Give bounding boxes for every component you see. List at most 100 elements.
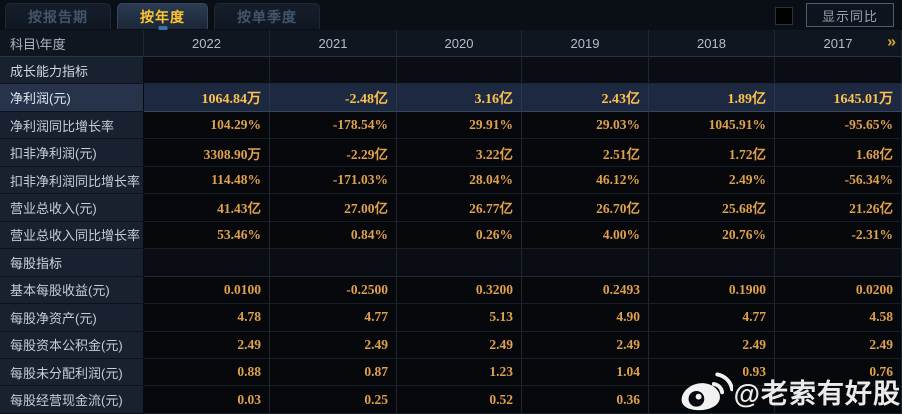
row-label: 营业总收入同比增长率 <box>0 221 144 250</box>
value-cell: 2.49 <box>144 331 270 359</box>
value-cell: 104.29% <box>144 111 270 140</box>
value-cell: 4.90 <box>522 304 649 332</box>
value-cell: 0.87 <box>270 358 397 387</box>
column-header-year-2020[interactable]: 2020 <box>397 30 522 57</box>
section-row-empty-cell <box>522 249 649 277</box>
tab-report-period[interactable]: 按报告期 <box>5 3 111 29</box>
value-cell: 2.49 <box>270 331 397 359</box>
section-row-empty-cell <box>649 57 775 85</box>
value-cell: 41.43亿 <box>144 194 270 222</box>
year-label: 2021 <box>318 35 348 51</box>
column-header-year-2017[interactable]: 2017 » <box>775 30 902 57</box>
value-cell: 3308.90万 <box>144 139 270 167</box>
row-label: 每股经营现金流(元) <box>0 386 144 414</box>
year-label: 2020 <box>444 35 474 51</box>
show-yoy-checkbox[interactable] <box>774 7 793 25</box>
value-cell: 4.77 <box>649 304 775 332</box>
value-cell: 2.49 <box>397 331 522 359</box>
value-cell: -178.54% <box>270 111 397 140</box>
column-header-year-2019[interactable]: 2019 <box>522 30 649 57</box>
section-row-empty-cell <box>270 249 397 277</box>
column-header-year-2021[interactable]: 2021 <box>270 30 397 57</box>
row-label: 基本每股收益(元) <box>0 276 144 305</box>
value-cell: 3.22亿 <box>397 139 522 167</box>
value-cell: 0.52 <box>397 386 522 414</box>
section-row-empty-cell <box>270 57 397 85</box>
section-row-empty-cell <box>397 57 522 85</box>
value-cell: 0.1900 <box>649 276 775 305</box>
value-cell: 28.04% <box>397 166 522 195</box>
section-row-label: 每股指标 <box>0 249 144 277</box>
section-row-empty-cell <box>397 249 522 277</box>
tab-single-quarter[interactable]: 按单季度 <box>214 3 320 29</box>
value-cell: 1.04 <box>522 358 649 387</box>
row-label: 每股资本公积金(元) <box>0 331 144 359</box>
row-label: 净利润同比增长率 <box>0 111 144 140</box>
value-cell: 0.26% <box>397 221 522 250</box>
value-cell: -95.65% <box>775 111 902 140</box>
value-cell: 0.2493 <box>522 276 649 305</box>
value-cell: 21.26亿 <box>775 194 902 222</box>
period-tab-bar: 按报告期 按年度 按单季度 显示同比 <box>0 0 902 30</box>
value-cell: 0.03 <box>144 386 270 414</box>
section-row-empty-cell <box>144 249 270 277</box>
column-header-year-2018[interactable]: 2018 <box>649 30 775 57</box>
value-cell: 2.49 <box>649 331 775 359</box>
value-cell: 3.16亿 <box>397 84 522 112</box>
year-label: 2022 <box>192 35 221 51</box>
value-cell: 0.93 <box>649 358 775 387</box>
value-cell: 5.13 <box>397 304 522 332</box>
column-header-year-2022[interactable]: 2022 <box>144 30 270 57</box>
section-row-empty-cell <box>522 57 649 85</box>
value-cell: 26.77亿 <box>397 194 522 222</box>
value-cell: 27.00亿 <box>270 194 397 222</box>
show-yoy-button[interactable]: 显示同比 <box>805 3 894 27</box>
value-cell: 53.46% <box>144 221 270 250</box>
value-cell: -2.29亿 <box>270 139 397 167</box>
value-cell: 2.49 <box>775 331 902 359</box>
value-cell: 4.58 <box>775 304 902 332</box>
section-row-empty-cell <box>775 57 902 85</box>
value-cell: -2.48亿 <box>270 84 397 112</box>
row-label: 每股未分配利润(元) <box>0 358 144 387</box>
value-cell: 0.76 <box>775 358 902 387</box>
row-label: 每股净资产(元) <box>0 304 144 332</box>
value-cell: -0.2500 <box>270 276 397 305</box>
value-cell: 1.68亿 <box>775 139 902 167</box>
value-cell: 1045.91% <box>649 111 775 140</box>
row-label: 扣非净利润同比增长率 <box>0 166 144 195</box>
section-row-empty-cell <box>775 249 902 277</box>
value-cell: 0.84% <box>270 221 397 250</box>
section-row-empty-cell <box>649 249 775 277</box>
value-cell: -56.34% <box>775 166 902 195</box>
row-label: 营业总收入(元) <box>0 194 144 222</box>
value-cell: -171.03% <box>270 166 397 195</box>
value-cell: 0.3200 <box>397 276 522 305</box>
value-cell <box>775 386 902 414</box>
value-cell: 29.03% <box>522 111 649 140</box>
value-cell: 46.12% <box>522 166 649 195</box>
value-cell: 2.49% <box>649 166 775 195</box>
value-cell: 20.76% <box>649 221 775 250</box>
section-row-empty-cell <box>144 57 270 85</box>
value-cell: 2.51亿 <box>522 139 649 167</box>
value-cell: 25.68亿 <box>649 194 775 222</box>
value-cell: 4.00% <box>522 221 649 250</box>
value-cell: 0.25 <box>270 386 397 414</box>
value-cell <box>649 386 775 414</box>
row-label: 净利润(元) <box>0 84 144 112</box>
value-cell: 1064.84万 <box>144 84 270 112</box>
value-cell: 4.77 <box>270 304 397 332</box>
value-cell: 29.91% <box>397 111 522 140</box>
tab-annual[interactable]: 按年度 <box>117 3 208 29</box>
value-cell: 0.0100 <box>144 276 270 305</box>
value-cell: 2.49 <box>522 331 649 359</box>
more-years-icon[interactable]: » <box>887 33 896 51</box>
year-label: 2018 <box>697 35 726 51</box>
value-cell: 4.78 <box>144 304 270 332</box>
row-label: 扣非净利润(元) <box>0 139 144 167</box>
year-label: 2019 <box>570 35 600 51</box>
value-cell: -2.31% <box>775 221 902 250</box>
value-cell: 0.36 <box>522 386 649 414</box>
section-row-label: 成长能力指标 <box>0 57 144 85</box>
